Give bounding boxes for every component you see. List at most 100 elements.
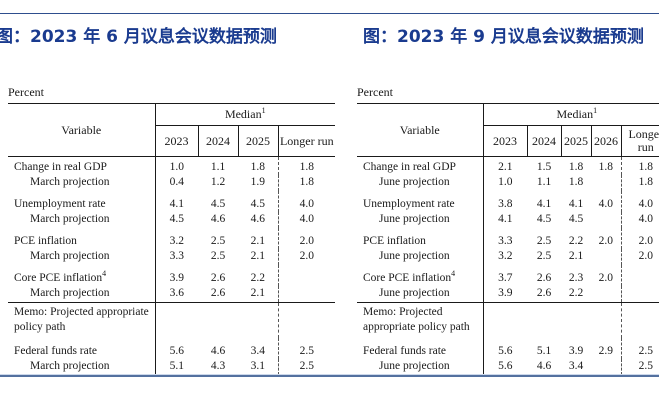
value: 4.6	[210, 345, 226, 357]
value: 4.3	[210, 360, 226, 372]
longer-run-value-cell: 2.5	[621, 338, 659, 359]
value: 2.5	[210, 235, 226, 247]
june-projection-table-section: Percent Variable Median1 2023 2024 2025 Lon…	[8, 86, 336, 376]
value: 3.1	[250, 360, 265, 372]
year-header-row: 2023 2024 2025 Longer run	[8, 125, 336, 157]
value: 2.1	[250, 287, 265, 299]
longer-run-value: 2.5	[299, 360, 314, 372]
longer-run-value-cell: 4.0	[621, 191, 659, 212]
longer-run-value: 2.0	[638, 235, 653, 247]
value: 5.6	[498, 360, 513, 372]
value: 4.6	[536, 360, 552, 372]
longer-run-value-cell: 1.8	[621, 175, 659, 191]
value-cell: 4.0	[591, 191, 622, 212]
value-cell	[198, 302, 238, 338]
longer-run-value-cell	[621, 302, 659, 338]
row-label-cell: PCE inflation	[357, 228, 484, 249]
memo-row: Memo: Projected appropriate policy path	[8, 302, 336, 338]
variable-row: Federal funds rate 5.6 4.6 3.4 2.5	[8, 338, 335, 359]
year-header: 2024	[526, 125, 561, 157]
footnote-marker: 4	[451, 269, 456, 279]
value-cell: 1.8	[561, 157, 591, 176]
value-cell: 4.6	[198, 212, 238, 228]
value-cell: 2.5	[198, 228, 238, 249]
value: 2.6	[536, 272, 552, 284]
row-label-cell: June projection	[357, 359, 484, 376]
value: 2.3	[568, 272, 584, 284]
value-cell: 2.2	[561, 228, 591, 249]
prior-projection-row: June projection 5.6 4.6 3.4 2.5	[357, 359, 659, 376]
longer-run-value: 4.0	[638, 213, 653, 225]
longer-run-value-cell	[621, 265, 659, 286]
row-label: Unemployment rate	[14, 198, 106, 210]
value: 4.1	[169, 198, 184, 210]
footnote-marker: 1	[261, 106, 266, 115]
value-cell: 5.1	[527, 338, 561, 359]
value-cell: 4.1	[483, 212, 527, 228]
row-label-cell: March projection	[8, 286, 156, 303]
variable-row: Change in real GDP 1.0 1.1 1.8 1.8	[8, 156, 335, 176]
row-label-cell: Federal funds rate	[357, 338, 484, 359]
row-label: Memo: Projected appropriate policy path	[14, 306, 149, 333]
value-cell	[591, 359, 622, 376]
value: 4.6	[250, 213, 265, 225]
variable-row: PCE inflation 3.2 2.5 2.1 2.0	[8, 228, 335, 249]
longer-run-header: Longer run	[277, 125, 336, 157]
value: 4.5	[210, 198, 226, 210]
bottom-divider-line	[0, 374, 659, 377]
row-label: Core PCE inflation	[363, 272, 452, 284]
value: 3.6	[169, 287, 184, 299]
value: 4.0	[598, 198, 613, 210]
median-header-row: Variable Median1	[8, 103, 336, 157]
value-cell: 1.1	[198, 157, 238, 176]
value-cell	[591, 175, 622, 191]
value: 1.8	[568, 161, 584, 173]
value: 2.1	[250, 235, 265, 247]
row-label: June projection	[379, 213, 450, 225]
row-label-cell: Unemployment rate	[8, 191, 156, 212]
value-cell: 1.2	[198, 175, 238, 191]
value-cell: 4.5	[561, 212, 591, 228]
value-cell	[527, 302, 561, 338]
variable-column-header: Variable	[8, 103, 156, 157]
value: 2.0	[598, 272, 613, 284]
longer-run-value: 2.0	[299, 250, 314, 262]
value: 2.5	[210, 250, 226, 262]
value: 3.3	[169, 250, 184, 262]
value-cell: 3.2	[155, 228, 198, 249]
row-label-cell: March projection	[8, 359, 156, 376]
value: 2.1	[250, 250, 265, 262]
value-cell: 1.5	[527, 157, 561, 176]
value: 5.1	[169, 360, 184, 372]
value-cell: 2.3	[561, 265, 591, 286]
row-label: PCE inflation	[14, 235, 77, 247]
value-cell: 2.9	[591, 338, 622, 359]
longer-run-value: 1.8	[638, 176, 653, 188]
year-header: 2023	[154, 125, 198, 157]
year-header: 2024	[197, 125, 238, 157]
value-cell: 2.1	[238, 228, 279, 249]
value: 2.0	[598, 235, 613, 247]
value: 1.8	[250, 161, 265, 173]
value: 4.5	[169, 213, 184, 225]
value-cell: 0.4	[155, 175, 198, 191]
variable-row: Change in real GDP 2.1 1.5 1.8 1.8 1.8	[357, 156, 659, 176]
value-cell: 4.6	[527, 359, 561, 376]
value-cell: 3.6	[155, 286, 198, 303]
value: 3.2	[169, 235, 184, 247]
median-header: Median1	[155, 103, 336, 126]
longer-run-value: 1.8	[299, 176, 314, 188]
variable-row: PCE inflation 3.3 2.5 2.2 2.0 2.0	[357, 228, 659, 249]
median-header-row: Variable Median1	[357, 103, 659, 157]
prior-projection-row: March projection 3.6 2.6 2.1	[8, 286, 335, 303]
value: 1.9	[250, 176, 265, 188]
prior-projection-row: June projection 3.2 2.5 2.1 2.0	[357, 249, 659, 265]
value-cell: 2.0	[591, 265, 622, 286]
value-cell: 1.0	[155, 157, 198, 176]
value: 4.6	[210, 213, 226, 225]
value-cell: 4.5	[238, 191, 279, 212]
value-cell: 2.1	[238, 249, 279, 265]
value: 2.6	[210, 272, 226, 284]
value-cell	[155, 302, 198, 338]
value-cell: 2.1	[483, 157, 527, 176]
